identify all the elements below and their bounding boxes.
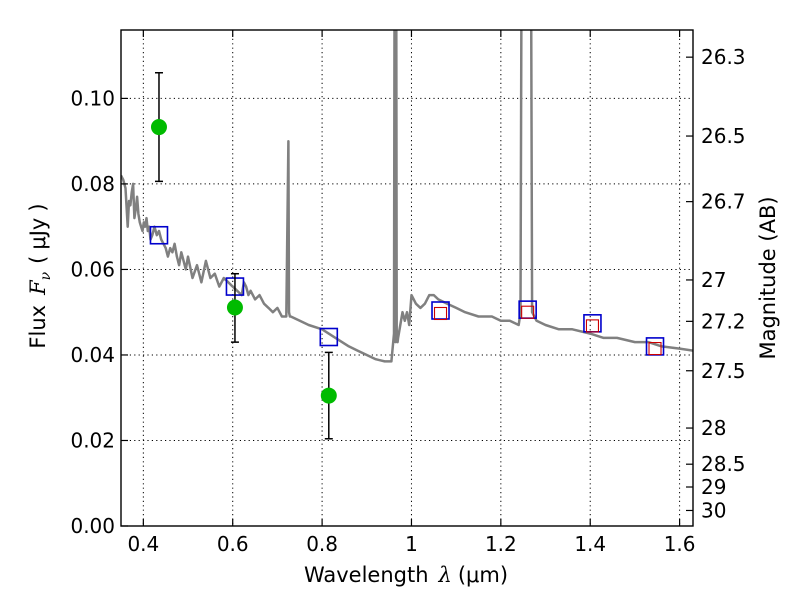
mag-tick-label: 26.5 <box>701 124 746 148</box>
observed-point <box>320 387 337 404</box>
x-axis-label: Wavelength λ (μm) <box>304 563 508 587</box>
markers-layer <box>149 72 665 440</box>
y-tick-label: 0.10 <box>70 86 115 110</box>
mag-tick-label: 26.3 <box>701 45 746 69</box>
x-tick-label: 1.6 <box>664 532 696 556</box>
observed-point <box>226 299 243 316</box>
y-axis-label: FluxFν(μJy) <box>26 203 54 348</box>
x-tick-label: 1.4 <box>574 532 606 556</box>
y-tick-label: 0.08 <box>70 172 115 196</box>
mag-tick-label: 28 <box>701 416 726 440</box>
x-tick-label: 1 <box>405 532 418 556</box>
ticks-layer: 0.4 0.6 0.8 1 1.2 1.4 1.6 0.00 0.02 0.04 0.06 0.08 0… <box>70 30 746 556</box>
limit-point <box>648 342 662 356</box>
x-tick-label: 0.8 <box>306 532 338 556</box>
mag-tick-label: 29 <box>701 475 726 499</box>
y-tick-label: 0.06 <box>70 257 115 281</box>
y-tick-label: 0.04 <box>70 343 115 367</box>
grid <box>121 30 693 526</box>
mag-tick-label: 30 <box>701 498 726 522</box>
y-tick-label: 0.02 <box>70 428 115 452</box>
mag-tick-label: 26.7 <box>701 190 746 214</box>
mag-tick-label: 27 <box>701 268 726 292</box>
mag-tick-label: 27.2 <box>701 309 746 333</box>
y2-axis-label: Magnitude (AB) <box>756 196 780 359</box>
model-point <box>319 327 339 347</box>
x-tick-label: 0.4 <box>127 532 159 556</box>
x-tick-label: 1.2 <box>485 532 517 556</box>
limit-point <box>433 306 448 321</box>
mag-tick-label: 27.5 <box>701 359 746 383</box>
y-tick-label: 0.00 <box>70 514 115 538</box>
mag-tick-label: 28.5 <box>701 452 746 476</box>
spectrum-line <box>121 30 693 363</box>
limit-point <box>585 319 600 333</box>
spectrum-layer <box>121 30 693 363</box>
observed-point <box>150 119 167 136</box>
limit-point <box>521 305 535 319</box>
plot-frame <box>120 29 694 527</box>
x-tick-label: 0.6 <box>217 532 249 556</box>
model-point <box>149 225 169 245</box>
